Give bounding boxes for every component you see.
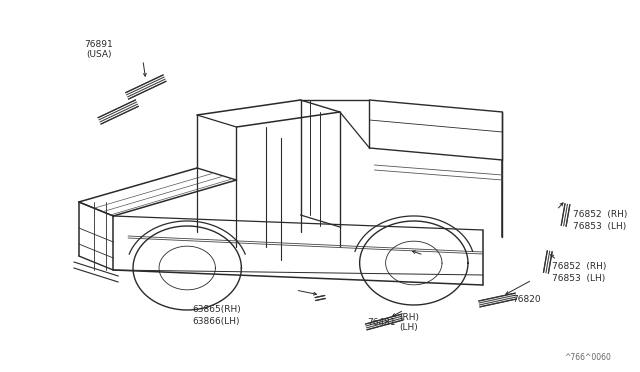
Text: (RH): (RH) bbox=[399, 313, 419, 322]
Text: 76853  (LH): 76853 (LH) bbox=[573, 222, 627, 231]
Text: 76852  (RH): 76852 (RH) bbox=[552, 262, 606, 271]
Text: (USA): (USA) bbox=[86, 50, 111, 59]
Text: 76820: 76820 bbox=[513, 295, 541, 304]
Text: 63866(LH): 63866(LH) bbox=[192, 317, 239, 326]
Text: (LH): (LH) bbox=[399, 323, 418, 332]
Text: 76853  (LH): 76853 (LH) bbox=[552, 274, 605, 283]
Text: 76481: 76481 bbox=[367, 318, 396, 327]
Text: ^766^0060: ^766^0060 bbox=[564, 353, 611, 362]
Text: 63865(RH): 63865(RH) bbox=[192, 305, 241, 314]
Text: 76891: 76891 bbox=[84, 40, 113, 49]
Text: 76852  (RH): 76852 (RH) bbox=[573, 210, 628, 219]
